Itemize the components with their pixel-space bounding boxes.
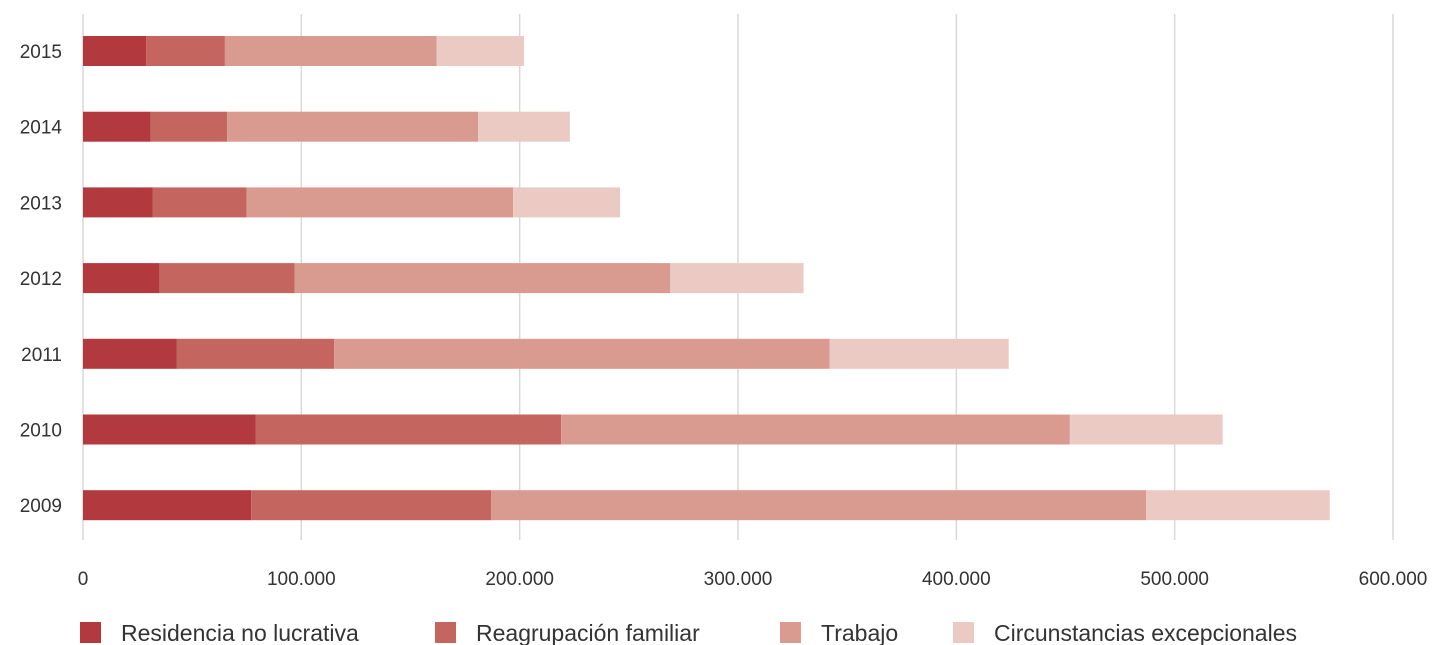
legend-label: Trabajo xyxy=(821,620,898,645)
y-tick-label: 2010 xyxy=(20,421,62,442)
bar-segment xyxy=(670,263,804,294)
bar-segment xyxy=(224,36,437,66)
bar-segment xyxy=(829,338,1009,369)
bar-segment xyxy=(1069,414,1223,445)
legend: Residencia no lucrativa Reagrupación fami… xyxy=(80,620,1297,645)
bar-segment xyxy=(83,36,147,66)
legend-swatch xyxy=(953,622,974,643)
bar-segment xyxy=(294,263,671,294)
bar-segment xyxy=(83,414,256,445)
bar-segment xyxy=(334,338,830,369)
bar-segment xyxy=(83,263,160,294)
bar-segment xyxy=(83,490,252,521)
bar-segment xyxy=(561,414,1070,445)
bar-segment xyxy=(251,490,492,521)
bar-segment xyxy=(227,111,479,142)
bar-segment xyxy=(150,111,228,142)
x-tick-label: 600.000 xyxy=(1359,569,1428,590)
bar-segment xyxy=(255,414,562,445)
y-tick-label: 2011 xyxy=(21,345,62,366)
bar-segment xyxy=(83,187,153,218)
bar-segment xyxy=(159,263,295,294)
bar-segment xyxy=(491,490,1147,521)
bar-segment xyxy=(513,187,621,218)
y-tick-label: 2013 xyxy=(20,193,62,214)
y-tick-label: 2012 xyxy=(20,269,62,290)
bar-segment xyxy=(478,111,570,142)
y-tick-label: 2014 xyxy=(20,118,63,139)
y-tick-label: 2015 xyxy=(20,42,62,63)
bar-segment xyxy=(176,338,335,369)
bars xyxy=(83,36,1330,521)
bar-segment xyxy=(146,36,225,66)
x-tick-label: 400.000 xyxy=(922,569,991,590)
bar-segment xyxy=(1146,490,1330,521)
legend-label: Reagrupación familiar xyxy=(476,620,700,645)
bar-segment xyxy=(152,187,247,218)
x-tick-label: 0 xyxy=(78,569,89,590)
legend-label: Circunstancias excepcionales xyxy=(994,620,1297,645)
bar-segment xyxy=(83,338,177,369)
legend-swatch xyxy=(80,622,101,643)
y-tick-label: 2009 xyxy=(20,496,62,517)
x-tick-label: 100.000 xyxy=(267,569,336,590)
bar-segment xyxy=(436,36,525,66)
axes: 0 100.000 200.000 300.000 400.000 500.000 600.… xyxy=(20,42,1428,590)
bar-segment xyxy=(83,111,151,142)
legend-swatch xyxy=(435,622,456,643)
legend-swatch xyxy=(780,622,801,643)
x-tick-label: 500.000 xyxy=(1140,569,1209,590)
bar-segment xyxy=(246,187,514,218)
x-tick-label: 200.000 xyxy=(485,569,554,590)
legend-label: Residencia no lucrativa xyxy=(121,620,359,645)
x-tick-label: 300.000 xyxy=(704,569,773,590)
